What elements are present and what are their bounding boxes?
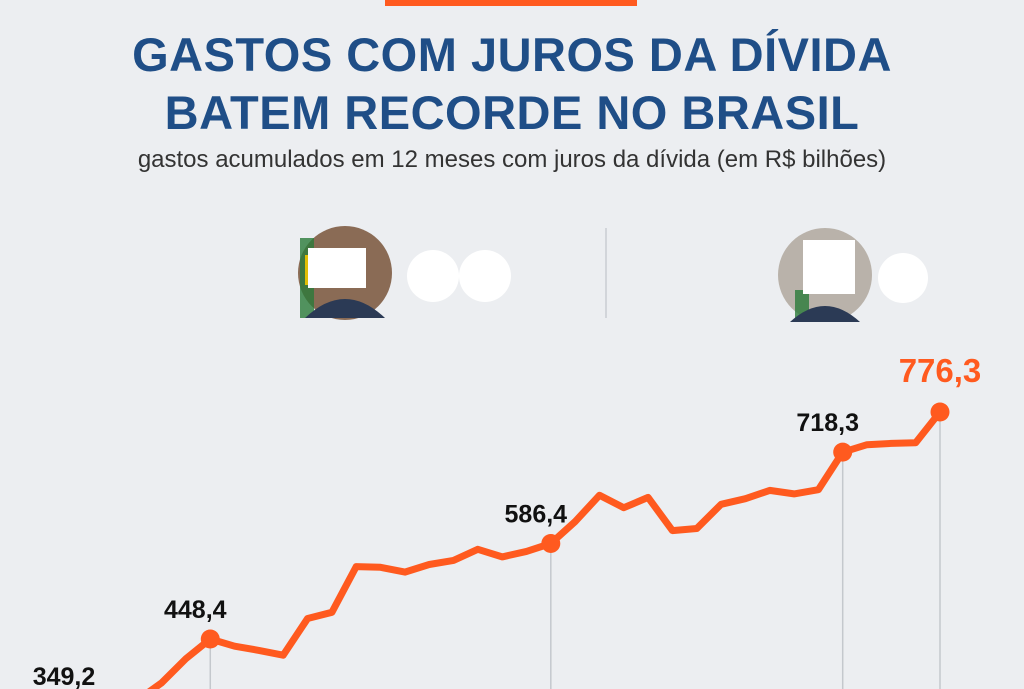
accent-bar [385, 0, 637, 6]
title-line-2: BATEM RECORDE NO BRASIL [164, 86, 860, 139]
redaction-circle [459, 250, 511, 302]
data-point [930, 402, 950, 422]
data-point [833, 442, 853, 462]
redaction-circle [878, 253, 928, 303]
redaction-block [803, 240, 855, 294]
chart-subtitle: gastos acumulados em 12 meses com juros … [137, 146, 887, 173]
data-point [541, 533, 561, 553]
data-label: 448,4 [164, 596, 227, 624]
series-line [146, 408, 944, 689]
data-label: 349,2 [33, 663, 96, 689]
data-point [200, 629, 220, 649]
data-label: 586,4 [505, 500, 568, 528]
portrait-left [298, 226, 511, 320]
redaction-block [308, 248, 366, 288]
portrait-right [778, 228, 928, 322]
page-title: GASTOS COM JUROS DA DÍVIDA BATEM RECORDE… [0, 26, 1024, 142]
data-label: 776,3 [899, 352, 982, 389]
title-line-1: GASTOS COM JUROS DA DÍVIDA [132, 28, 892, 81]
data-label: 718,3 [796, 409, 859, 437]
redaction-circle [407, 250, 459, 302]
